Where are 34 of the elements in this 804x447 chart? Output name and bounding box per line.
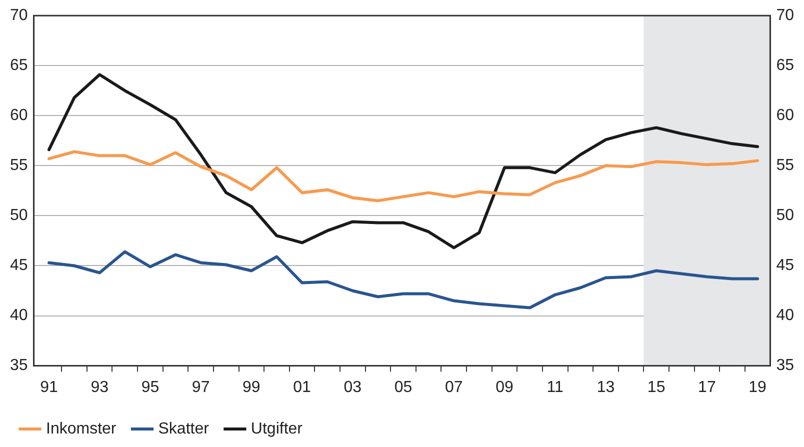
y-tick-label: 70 xyxy=(10,7,28,24)
y-tick-label: 50 xyxy=(10,207,28,224)
y2-tick-label: 65 xyxy=(776,57,794,74)
x-tick-label: 91 xyxy=(40,378,58,396)
x-tick-label: 13 xyxy=(596,378,615,396)
x-tick-label: 01 xyxy=(293,378,312,396)
x-tick-label: 05 xyxy=(394,378,412,396)
y2-tick-label: 50 xyxy=(776,207,794,224)
legend-label: Inkomster xyxy=(46,420,117,438)
y2-tick-label: 70 xyxy=(776,7,794,24)
x-tick-label: 93 xyxy=(90,378,109,396)
x-tick-label: 07 xyxy=(444,378,463,396)
y-tick-label: 35 xyxy=(10,357,28,374)
x-tick-label: 95 xyxy=(141,378,160,396)
x-tick-label: 99 xyxy=(242,378,260,396)
x-tick-label: 11 xyxy=(546,378,564,396)
x-tick-label: 97 xyxy=(192,378,210,396)
y2-tick-label: 60 xyxy=(776,107,794,124)
y2-tick-label: 55 xyxy=(776,157,794,174)
y2-tick-label: 40 xyxy=(776,307,794,324)
x-tick-label: 15 xyxy=(647,378,666,396)
x-tick-label: 03 xyxy=(344,378,362,396)
y-tick-label: 55 xyxy=(10,157,28,174)
x-tick-label: 17 xyxy=(698,378,716,396)
y-tick-label: 60 xyxy=(10,107,28,124)
y2-tick-label: 35 xyxy=(776,357,794,374)
y-tick-label: 40 xyxy=(10,307,28,324)
y-tick-label: 65 xyxy=(10,57,28,74)
x-tick-label: 09 xyxy=(496,378,514,396)
y2-tick-label: 45 xyxy=(776,257,794,274)
legend-label: Skatter xyxy=(158,420,210,438)
x-tick-label: 19 xyxy=(748,378,767,396)
legend-label: Utgifter xyxy=(250,420,304,438)
y-tick-label: 45 xyxy=(10,257,28,274)
